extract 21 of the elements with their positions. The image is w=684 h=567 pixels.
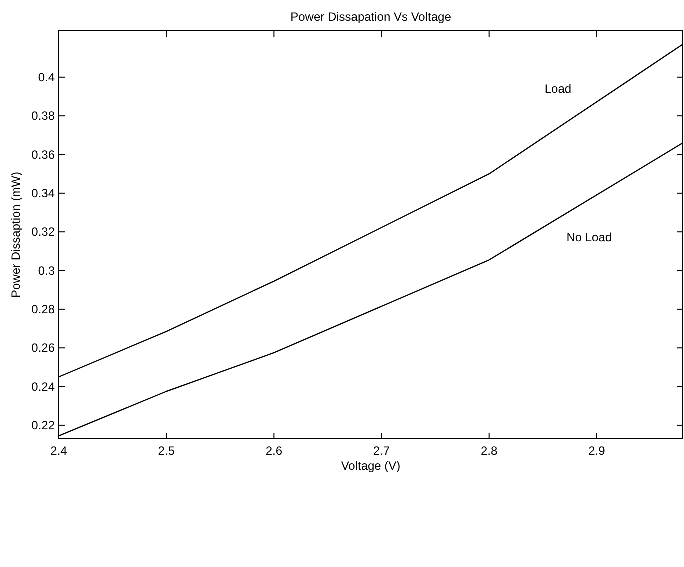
y-axis-title: Power Dissaption (mW) bbox=[9, 172, 23, 298]
y-tick-label: 0.38 bbox=[32, 109, 56, 124]
x-tick-label: 2.7 bbox=[373, 444, 390, 458]
y-tick-label: 0.24 bbox=[32, 380, 56, 394]
y-tick-label: 0.34 bbox=[32, 186, 56, 200]
x-tick-label: 2.4 bbox=[50, 444, 68, 458]
x-tick-label: 2.9 bbox=[588, 444, 606, 458]
y-tick-label: 0.26 bbox=[32, 341, 56, 356]
y-tick-label: 0.22 bbox=[32, 418, 56, 432]
chart-title: Power Dissapation Vs Voltage bbox=[290, 10, 452, 24]
x-axis-title: Voltage (V) bbox=[341, 459, 401, 473]
series-label: Load bbox=[544, 82, 572, 96]
y-tick-label: 0.4 bbox=[38, 70, 56, 84]
y-tick-label: 0.3 bbox=[38, 264, 56, 278]
series-label: No Load bbox=[566, 230, 612, 245]
x-tick-label: 2.5 bbox=[158, 444, 176, 458]
x-tick-label: 2.6 bbox=[266, 444, 283, 458]
y-tick-label: 0.28 bbox=[32, 302, 56, 316]
x-tick-label: 2.8 bbox=[481, 444, 498, 458]
y-tick-label: 0.32 bbox=[32, 225, 56, 240]
y-tick-label: 0.36 bbox=[32, 148, 56, 162]
